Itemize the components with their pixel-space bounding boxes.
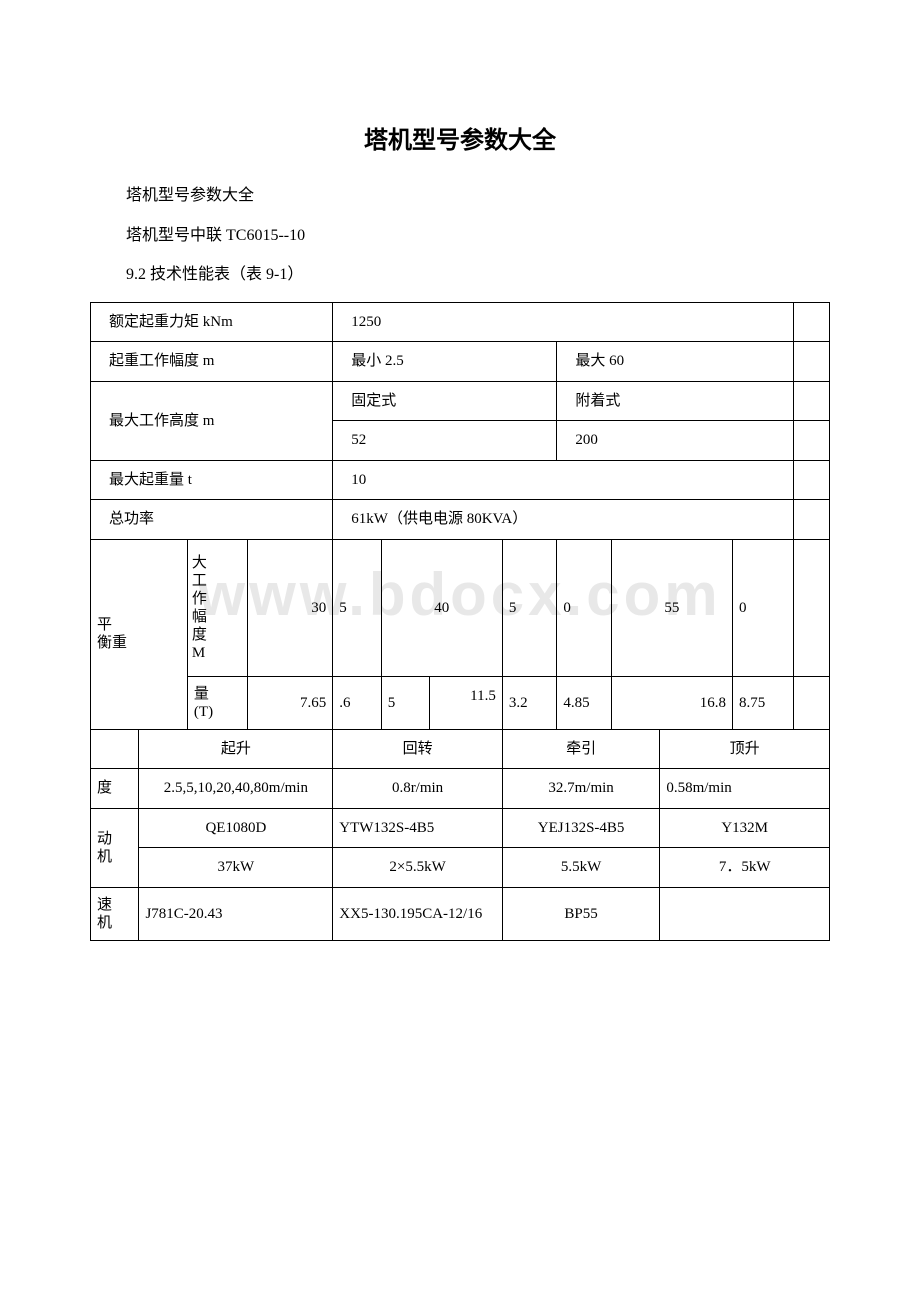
cell-label: 量(T) — [187, 676, 248, 729]
cell-label: 最大起重量 t — [91, 460, 333, 500]
table-row: 最大工作高度 m 固定式 附着式 — [91, 381, 830, 421]
cell-label: 平衡重 — [91, 539, 188, 729]
table-row: 37kW 2×5.5kW 5.5kW 7．5kW — [91, 848, 830, 888]
cell-value: 2×5.5kW — [333, 848, 503, 888]
cell-label: 动机 — [91, 808, 139, 887]
cell-value: 7．5kW — [660, 848, 830, 888]
cell-value: 0.58m/min — [660, 769, 830, 809]
table-row: 总功率 61kW（供电电源 80KVA） — [91, 500, 830, 540]
cell-value: YTW132S-4B5 — [333, 808, 503, 848]
table-row: 额定起重力矩 kNm 1250 — [91, 302, 830, 342]
cell-label: 速机 — [91, 887, 139, 940]
cell-header: 起升 — [139, 729, 333, 769]
cell-value: 2.5,5,10,20,40,80m/min — [139, 769, 333, 809]
cell-header: 顶升 — [660, 729, 830, 769]
cell-empty — [793, 500, 829, 540]
cell-value: 11.5 — [430, 676, 503, 729]
cell-empty — [660, 887, 830, 940]
page-title: 塔机型号参数大全 — [90, 120, 830, 155]
cell-value: 0 — [557, 539, 612, 676]
cell-empty — [793, 460, 829, 500]
cell-empty — [793, 676, 829, 729]
cell-empty — [793, 381, 829, 421]
intro-line-3: 9.2 技术性能表（表 9-1） — [90, 262, 830, 288]
cell-value: 52 — [333, 421, 557, 461]
table-row: 起重工作幅度 m 最小 2.5 最大 60 — [91, 342, 830, 382]
cell-value: 32.7m/min — [502, 769, 659, 809]
cell-value: 5.5kW — [502, 848, 659, 888]
cell-label: 度 — [91, 769, 139, 809]
cell-header: 牵引 — [502, 729, 659, 769]
intro-line-1: 塔机型号参数大全 — [90, 183, 830, 209]
cell-value: 附着式 — [557, 381, 793, 421]
cell-value: Y132M — [660, 808, 830, 848]
cell-value: 固定式 — [333, 381, 557, 421]
cell-value: 30 — [248, 539, 333, 676]
cell-value: 5 — [381, 676, 429, 729]
cell-value: 200 — [557, 421, 793, 461]
cell-value: 8.75 — [732, 676, 793, 729]
table-row: 度 2.5,5,10,20,40,80m/min 0.8r/min 32.7m/… — [91, 769, 830, 809]
cell-empty — [793, 342, 829, 382]
cell-empty — [91, 729, 139, 769]
cell-label: 大工作幅度M — [187, 539, 248, 676]
cell-empty — [793, 302, 829, 342]
cell-value: 最小 2.5 — [333, 342, 557, 382]
cell-value: 10 — [333, 460, 793, 500]
cell-value: 0 — [732, 539, 793, 676]
cell-value: .6 — [333, 676, 381, 729]
intro-block: 塔机型号参数大全 塔机型号中联 TC6015--10 9.2 技术性能表（表 9… — [90, 183, 830, 288]
cell-value: 最大 60 — [557, 342, 793, 382]
cell-value: 16.8 — [611, 676, 732, 729]
table-row: 动机 QE1080D YTW132S-4B5 YEJ132S-4B5 Y132M — [91, 808, 830, 848]
cell-value: 40 — [381, 539, 502, 676]
cell-value: QE1080D — [139, 808, 333, 848]
cell-label: 额定起重力矩 kNm — [91, 302, 333, 342]
cell-value: J781C-20.43 — [139, 887, 333, 940]
table-row: 速机 J781C-20.43 XX5-130.195CA-12/16 BP55 — [91, 887, 830, 940]
intro-line-2: 塔机型号中联 TC6015--10 — [90, 223, 830, 249]
cell-label: 最大工作高度 m — [91, 381, 333, 460]
table-row: 起升 回转 牵引 顶升 — [91, 729, 830, 769]
document-content: 塔机型号参数大全 塔机型号参数大全 塔机型号中联 TC6015--10 9.2 … — [90, 120, 830, 941]
spec-table: 额定起重力矩 kNm 1250 起重工作幅度 m 最小 2.5 最大 60 最大… — [90, 302, 830, 941]
cell-label: 起重工作幅度 m — [91, 342, 333, 382]
cell-value: 37kW — [139, 848, 333, 888]
cell-empty — [793, 421, 829, 461]
cell-value: 0.8r/min — [333, 769, 503, 809]
cell-value: 7.65 — [248, 676, 333, 729]
cell-label: 总功率 — [91, 500, 333, 540]
cell-empty — [793, 539, 829, 676]
cell-value: 61kW（供电电源 80KVA） — [333, 500, 793, 540]
cell-header: 回转 — [333, 729, 503, 769]
cell-value: 1250 — [333, 302, 793, 342]
cell-value: 3.2 — [502, 676, 557, 729]
table-row: 最大起重量 t 10 — [91, 460, 830, 500]
cell-value: XX5-130.195CA-12/16 — [333, 887, 503, 940]
table-row: 量(T) 7.65 .6 5 11.5 3.2 4.85 16.8 8.75 — [91, 676, 830, 729]
table-row: 平衡重 大工作幅度M 30 5 40 5 0 55 0 — [91, 539, 830, 676]
cell-value: 55 — [611, 539, 732, 676]
cell-value: BP55 — [502, 887, 659, 940]
cell-value: YEJ132S-4B5 — [502, 808, 659, 848]
cell-value: 5 — [502, 539, 557, 676]
cell-value: 5 — [333, 539, 381, 676]
cell-value: 4.85 — [557, 676, 612, 729]
